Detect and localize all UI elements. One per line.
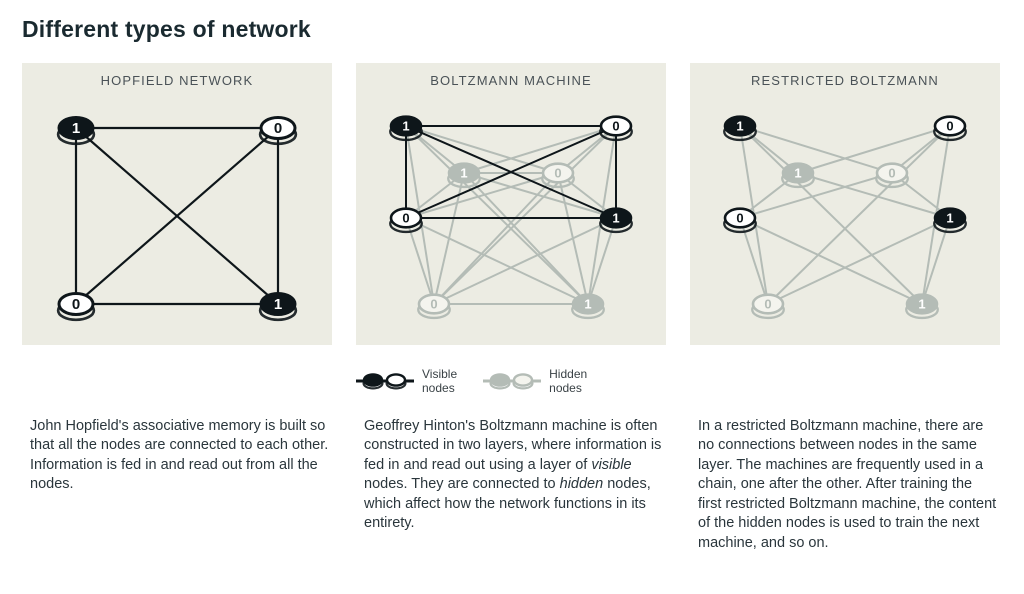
- diagram-hopfield: 1 0 0 1: [22, 88, 332, 338]
- col-boltzmann: BOLTZMANN MACHINE 1 0 0 1 1 0 0 1 Visiblenodes …: [356, 63, 668, 534]
- svg-text:0: 0: [274, 120, 282, 137]
- legend-hidden-icon: [483, 368, 541, 394]
- panel-title-hopfield: HOPFIELD NETWORK: [22, 63, 332, 88]
- svg-text:0: 0: [402, 210, 409, 225]
- svg-text:1: 1: [946, 210, 953, 225]
- svg-text:1: 1: [584, 296, 591, 311]
- col-restricted: RESTRICTED BOLTZMANN 1 0 0 1 1 0 0 1 In a restr…: [690, 63, 1002, 553]
- panel-title-boltzmann: BOLTZMANN MACHINE: [356, 63, 666, 88]
- svg-text:1: 1: [794, 165, 801, 180]
- col-hopfield: HOPFIELD NETWORK 1 0 0 1 John Hopfield's as…: [22, 63, 334, 495]
- legend-visible: Visiblenodes: [356, 367, 457, 396]
- svg-text:0: 0: [888, 165, 895, 180]
- svg-text:1: 1: [612, 210, 619, 225]
- panel-hopfield: HOPFIELD NETWORK 1 0 0 1: [22, 63, 332, 345]
- svg-text:1: 1: [736, 118, 743, 133]
- panel-boltzmann: BOLTZMANN MACHINE 1 0 0 1 1 0 0 1: [356, 63, 666, 345]
- desc-restricted: In a restricted Boltzmann machine, there…: [690, 413, 1002, 553]
- svg-text:1: 1: [460, 165, 467, 180]
- diagram-restricted: 1 0 0 1 1 0 0 1: [690, 88, 1000, 338]
- legend: Visiblenodes Hiddennodes: [356, 361, 668, 401]
- legend-spacer: [22, 361, 334, 401]
- legend-spacer-2: [690, 361, 1002, 401]
- svg-text:0: 0: [554, 165, 561, 180]
- panel-restricted: RESTRICTED BOLTZMANN 1 0 0 1 1 0 0 1: [690, 63, 1000, 345]
- svg-text:0: 0: [764, 296, 771, 311]
- page-title: Different types of network: [22, 16, 1002, 43]
- svg-text:1: 1: [918, 296, 925, 311]
- panel-title-restricted: RESTRICTED BOLTZMANN: [690, 63, 1000, 88]
- svg-text:0: 0: [736, 210, 743, 225]
- svg-text:0: 0: [430, 296, 437, 311]
- svg-text:0: 0: [612, 118, 619, 133]
- svg-text:1: 1: [72, 120, 80, 137]
- legend-visible-label: Visiblenodes: [422, 367, 457, 396]
- legend-hidden-label: Hiddennodes: [549, 367, 587, 396]
- network-grid: HOPFIELD NETWORK 1 0 0 1 John Hopfield's as…: [22, 63, 1002, 553]
- legend-hidden: Hiddennodes: [483, 367, 587, 396]
- svg-text:0: 0: [72, 296, 80, 313]
- desc-hopfield: John Hopfield's associative memory is bu…: [22, 413, 334, 495]
- svg-text:0: 0: [946, 118, 953, 133]
- desc-boltzmann: Geoffrey Hinton's Boltzmann machine is o…: [356, 413, 668, 534]
- legend-visible-icon: [356, 368, 414, 394]
- svg-text:1: 1: [402, 118, 409, 133]
- svg-text:1: 1: [274, 296, 282, 313]
- diagram-boltzmann: 1 0 0 1 1 0 0 1: [356, 88, 666, 338]
